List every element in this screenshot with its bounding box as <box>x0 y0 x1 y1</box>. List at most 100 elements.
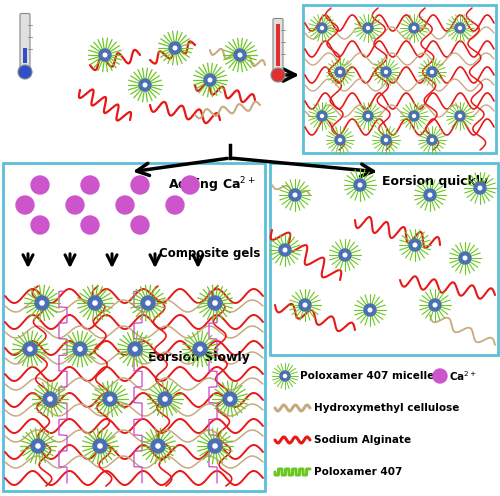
Circle shape <box>163 397 167 401</box>
Circle shape <box>31 176 49 194</box>
Circle shape <box>158 392 172 406</box>
Circle shape <box>381 67 391 77</box>
Circle shape <box>48 397 52 401</box>
Text: Sodium Alginate: Sodium Alginate <box>314 435 411 445</box>
Circle shape <box>166 196 184 214</box>
Circle shape <box>28 347 32 351</box>
Circle shape <box>303 303 307 307</box>
Circle shape <box>103 53 107 57</box>
Circle shape <box>128 342 142 356</box>
Circle shape <box>289 189 301 201</box>
Circle shape <box>146 301 150 305</box>
Circle shape <box>36 444 40 448</box>
Circle shape <box>81 216 99 234</box>
FancyBboxPatch shape <box>273 18 283 71</box>
Circle shape <box>458 115 462 118</box>
Circle shape <box>156 444 160 448</box>
Circle shape <box>204 74 216 86</box>
Circle shape <box>335 67 345 77</box>
Circle shape <box>198 347 202 351</box>
Circle shape <box>364 304 376 316</box>
Circle shape <box>299 299 311 311</box>
Circle shape <box>412 26 416 29</box>
Circle shape <box>193 342 207 356</box>
Bar <box>276 23 280 66</box>
Circle shape <box>81 176 99 194</box>
Circle shape <box>317 23 327 33</box>
Circle shape <box>16 196 34 214</box>
Circle shape <box>208 439 222 453</box>
Circle shape <box>169 42 181 54</box>
Circle shape <box>234 49 246 61</box>
Bar <box>303 5 496 153</box>
FancyBboxPatch shape <box>20 13 30 68</box>
Circle shape <box>317 111 327 121</box>
Circle shape <box>66 196 84 214</box>
Circle shape <box>428 193 432 197</box>
Circle shape <box>208 296 222 310</box>
Circle shape <box>433 369 447 383</box>
Bar <box>270 163 498 355</box>
Circle shape <box>78 347 82 351</box>
Circle shape <box>413 243 417 247</box>
Circle shape <box>279 244 291 256</box>
Circle shape <box>478 186 482 190</box>
Circle shape <box>320 26 324 29</box>
Circle shape <box>35 296 49 310</box>
Circle shape <box>429 299 441 311</box>
Circle shape <box>103 392 117 406</box>
Circle shape <box>98 444 102 448</box>
Circle shape <box>293 193 297 197</box>
Text: Ca$^{2+}$: Ca$^{2+}$ <box>449 369 477 383</box>
Circle shape <box>384 70 388 73</box>
Circle shape <box>43 392 57 406</box>
Circle shape <box>412 115 416 118</box>
Circle shape <box>455 111 465 121</box>
Circle shape <box>228 397 232 401</box>
Circle shape <box>368 308 372 312</box>
Circle shape <box>208 78 212 82</box>
Circle shape <box>18 65 32 79</box>
Circle shape <box>338 70 342 73</box>
Circle shape <box>238 53 242 57</box>
Circle shape <box>131 216 149 234</box>
Circle shape <box>409 111 419 121</box>
Circle shape <box>354 179 366 191</box>
Circle shape <box>459 252 471 264</box>
Circle shape <box>93 439 107 453</box>
Circle shape <box>363 23 373 33</box>
Circle shape <box>283 248 287 252</box>
Circle shape <box>463 256 467 260</box>
Circle shape <box>430 138 434 141</box>
Text: Adding Ca$^{2+}$: Adding Ca$^{2+}$ <box>168 175 255 194</box>
Circle shape <box>139 79 151 91</box>
Circle shape <box>284 374 286 377</box>
Circle shape <box>366 115 370 118</box>
Circle shape <box>455 23 465 33</box>
Circle shape <box>141 296 155 310</box>
Circle shape <box>23 342 37 356</box>
Circle shape <box>73 342 87 356</box>
Circle shape <box>213 444 217 448</box>
Circle shape <box>430 70 434 73</box>
Circle shape <box>384 138 388 141</box>
Circle shape <box>116 196 134 214</box>
Bar <box>23 49 27 63</box>
Circle shape <box>31 216 49 234</box>
Circle shape <box>381 135 391 145</box>
Circle shape <box>343 253 347 257</box>
Circle shape <box>338 138 342 141</box>
Circle shape <box>358 183 362 187</box>
Circle shape <box>40 301 44 305</box>
Circle shape <box>223 392 237 406</box>
Circle shape <box>143 83 147 87</box>
Circle shape <box>409 239 421 251</box>
Circle shape <box>93 301 97 305</box>
Circle shape <box>458 26 462 29</box>
Circle shape <box>99 49 111 61</box>
Text: Eorsion Slowly: Eorsion Slowly <box>148 352 250 365</box>
Circle shape <box>335 135 345 145</box>
Circle shape <box>366 26 370 29</box>
Text: Eorsion quickly: Eorsion quickly <box>382 175 488 188</box>
Circle shape <box>181 176 199 194</box>
